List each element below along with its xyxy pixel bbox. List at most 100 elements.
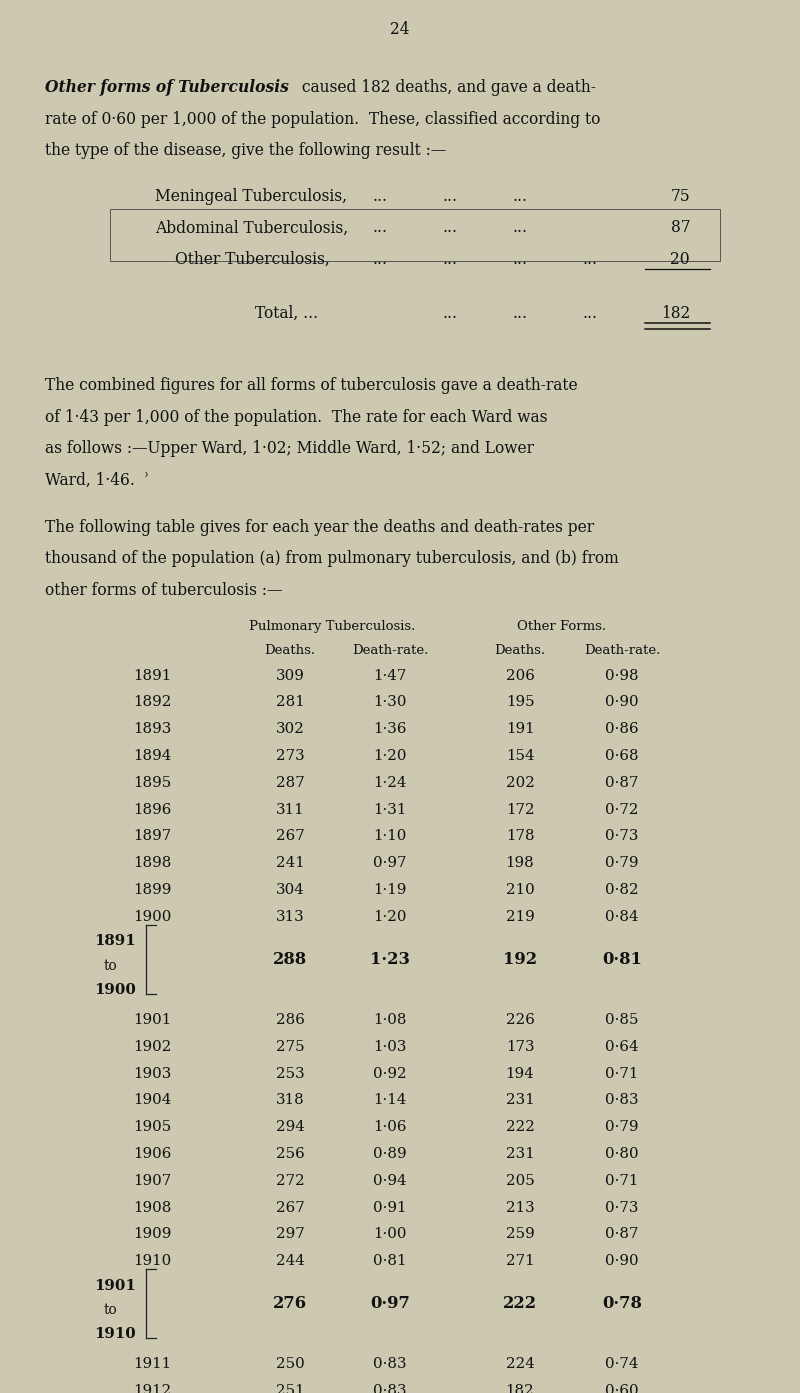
Text: 294: 294 <box>275 1120 305 1134</box>
Text: 0·79: 0·79 <box>606 1120 638 1134</box>
Text: 1·24: 1·24 <box>374 776 406 790</box>
Text: 253: 253 <box>276 1067 304 1081</box>
Text: ...: ... <box>512 251 527 267</box>
Text: 1·20: 1·20 <box>374 910 406 924</box>
Text: 154: 154 <box>506 749 534 763</box>
Text: of 1·43 per 1,000 of the population.  The rate for each Ward was: of 1·43 per 1,000 of the population. The… <box>45 410 547 426</box>
Text: 1910: 1910 <box>133 1254 171 1268</box>
Text: ...: ... <box>512 305 527 322</box>
Text: 273: 273 <box>276 749 304 763</box>
Text: 0·86: 0·86 <box>605 722 639 736</box>
Text: to: to <box>104 958 118 972</box>
Text: 182: 182 <box>661 305 690 322</box>
Text: ...: ... <box>512 220 527 237</box>
Text: 1·00: 1·00 <box>374 1227 406 1241</box>
Text: 0·97: 0·97 <box>370 1295 410 1312</box>
Text: 75: 75 <box>670 188 690 205</box>
Text: 1·08: 1·08 <box>374 1013 406 1027</box>
Text: Deaths.: Deaths. <box>494 644 546 656</box>
Text: 1900: 1900 <box>94 982 136 997</box>
Text: 318: 318 <box>276 1094 304 1107</box>
Text: ...: ... <box>512 188 527 205</box>
Text: 267: 267 <box>276 829 304 843</box>
Text: 1898: 1898 <box>133 857 171 871</box>
Text: Total, ...: Total, ... <box>255 305 318 322</box>
Text: 287: 287 <box>276 776 304 790</box>
Text: 1·03: 1·03 <box>374 1039 406 1053</box>
Text: 250: 250 <box>276 1357 304 1371</box>
Text: 259: 259 <box>506 1227 534 1241</box>
Text: 222: 222 <box>506 1120 534 1134</box>
Text: 0·92: 0·92 <box>373 1067 407 1081</box>
Text: 241: 241 <box>276 857 304 871</box>
Text: 0·78: 0·78 <box>602 1295 642 1312</box>
Text: 0·91: 0·91 <box>374 1201 406 1215</box>
Text: 0·79: 0·79 <box>606 857 638 871</box>
Text: 1·10: 1·10 <box>374 829 406 843</box>
Text: 0·84: 0·84 <box>605 910 639 924</box>
Text: 1910: 1910 <box>94 1328 136 1341</box>
Text: 276: 276 <box>273 1295 307 1312</box>
Text: The combined figures for all forms of tuberculosis gave a death-rate: The combined figures for all forms of tu… <box>45 378 578 394</box>
Text: rate of 0·60 per 1,000 of the population.  These, classified according to: rate of 0·60 per 1,000 of the population… <box>45 110 600 128</box>
Text: 302: 302 <box>275 722 305 736</box>
Text: 0·73: 0·73 <box>606 829 638 843</box>
Text: 1902: 1902 <box>133 1039 171 1053</box>
Text: ...: ... <box>442 305 457 322</box>
Text: 0·94: 0·94 <box>373 1174 407 1188</box>
Bar <box>110 209 720 260</box>
Text: the type of the disease, give the following result :—: the type of the disease, give the follow… <box>45 142 446 159</box>
Text: 0·68: 0·68 <box>605 749 639 763</box>
Text: 0·97: 0·97 <box>374 857 406 871</box>
Text: 313: 313 <box>276 910 304 924</box>
Text: ...: ... <box>372 220 387 237</box>
Text: 288: 288 <box>273 950 307 968</box>
Text: 231: 231 <box>506 1094 534 1107</box>
Text: 1895: 1895 <box>133 776 171 790</box>
Text: Abdominal Tuberculosis,: Abdominal Tuberculosis, <box>155 220 348 237</box>
Text: 1·20: 1·20 <box>374 749 406 763</box>
Text: 1904: 1904 <box>133 1094 171 1107</box>
Text: 0·71: 0·71 <box>606 1174 638 1188</box>
Text: 1·36: 1·36 <box>374 722 406 736</box>
Text: 1908: 1908 <box>133 1201 171 1215</box>
Text: 0·71: 0·71 <box>606 1067 638 1081</box>
Text: 1896: 1896 <box>133 802 171 816</box>
Text: 304: 304 <box>275 883 305 897</box>
Text: 0·89: 0·89 <box>373 1146 407 1160</box>
Text: 222: 222 <box>503 1295 537 1312</box>
Text: 1892: 1892 <box>133 695 171 709</box>
Text: 0·81: 0·81 <box>602 950 642 968</box>
Text: 202: 202 <box>506 776 534 790</box>
Text: 272: 272 <box>276 1174 304 1188</box>
Text: 281: 281 <box>276 695 304 709</box>
Text: 1·47: 1·47 <box>374 669 406 683</box>
Text: ...: ... <box>582 305 597 322</box>
Text: 1·06: 1·06 <box>374 1120 406 1134</box>
Text: 194: 194 <box>506 1067 534 1081</box>
Text: Other Tuberculosis,: Other Tuberculosis, <box>175 251 330 267</box>
Text: 1900: 1900 <box>133 910 171 924</box>
Text: ...: ... <box>372 188 387 205</box>
Text: 0·82: 0·82 <box>605 883 639 897</box>
Text: 0·83: 0·83 <box>605 1094 639 1107</box>
Text: 1901: 1901 <box>133 1013 171 1027</box>
Text: 1·23: 1·23 <box>370 950 410 968</box>
Text: 1893: 1893 <box>133 722 171 736</box>
Text: 1891: 1891 <box>133 669 171 683</box>
Text: 1912: 1912 <box>133 1385 171 1393</box>
Text: Ward, 1·46.  ʾ: Ward, 1·46. ʾ <box>45 472 150 489</box>
Text: 244: 244 <box>275 1254 305 1268</box>
Text: 1903: 1903 <box>133 1067 171 1081</box>
Text: 1891: 1891 <box>94 935 136 949</box>
Text: 0·73: 0·73 <box>606 1201 638 1215</box>
Text: ...: ... <box>442 251 457 267</box>
Text: 0·90: 0·90 <box>605 1254 639 1268</box>
Text: thousand of the population (a) from pulmonary tuberculosis, and (b) from: thousand of the population (a) from pulm… <box>45 550 618 567</box>
Text: 275: 275 <box>276 1039 304 1053</box>
Text: caused 182 deaths, and gave a death-: caused 182 deaths, and gave a death- <box>297 79 596 96</box>
Text: 1894: 1894 <box>133 749 171 763</box>
Text: 192: 192 <box>503 950 537 968</box>
Text: Other Forms.: Other Forms. <box>518 620 606 632</box>
Text: 251: 251 <box>276 1385 304 1393</box>
